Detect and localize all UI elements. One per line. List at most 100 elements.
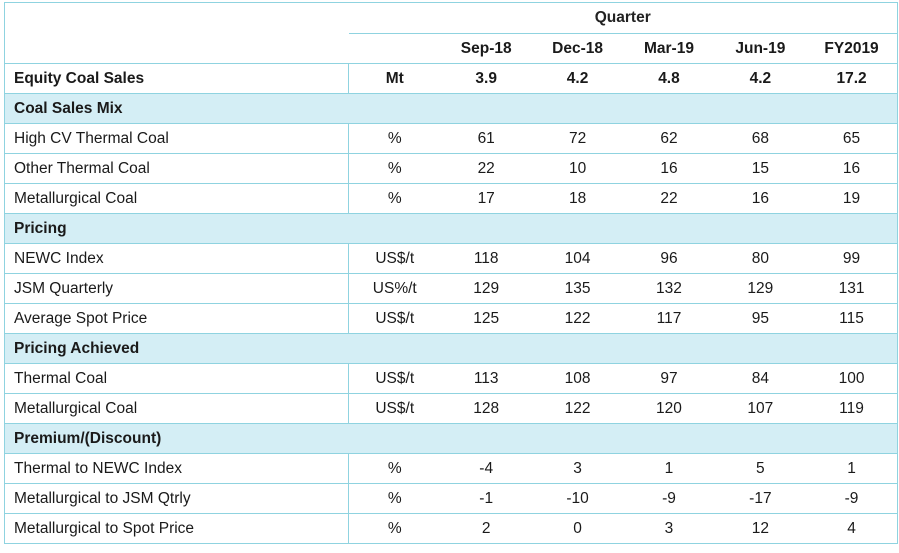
section-header-row: Coal Sales Mix — [3, 93, 899, 124]
row-value: 104 — [531, 243, 624, 274]
row-value: 97 — [623, 363, 715, 394]
section-header-row: Pricing Achieved — [3, 333, 899, 364]
row-value: 12 — [714, 513, 807, 544]
row-unit: % — [348, 513, 441, 544]
row-value: 80 — [714, 243, 807, 274]
row-value: 4.2 — [531, 63, 624, 94]
row-label: Average Spot Price — [4, 303, 349, 334]
row-value: 65 — [806, 123, 899, 154]
row-label: High CV Thermal Coal — [4, 123, 349, 154]
row-value: -4 — [440, 453, 532, 484]
row-value: 122 — [531, 303, 624, 334]
row-value: 4.8 — [623, 63, 715, 94]
row-unit: Mt — [348, 63, 441, 94]
row-unit: % — [348, 153, 441, 184]
table-row: Metallurgical to JSM Qtrly% -1 -10 -9 -17 -9 — [4, 483, 899, 514]
header-columns-row: Sep-18 Dec-18 Mar-19 Jun-19 FY2019 — [4, 33, 899, 64]
row-value: 120 — [623, 393, 715, 424]
table-row: NEWC Index US$/t 118 104 96 80 99 — [4, 243, 899, 274]
header-blank-cell — [4, 33, 349, 64]
row-value: 68 — [714, 123, 807, 154]
row-value: 135 — [531, 273, 624, 304]
table-row: Equity Coal Sales Mt 3.9 4.2 4.8 4.2 17.2 — [4, 63, 899, 94]
row-value: 115 — [806, 303, 899, 334]
row-unit: % — [348, 183, 441, 214]
row-value: 100 — [806, 363, 899, 394]
row-value: 122 — [531, 393, 624, 424]
table-row: JSM Quarterly US%/t 129 135 132 129 131 — [4, 273, 899, 304]
row-value: 118 — [440, 243, 532, 274]
row-value: 18 — [531, 183, 624, 214]
row-value: 125 — [440, 303, 532, 334]
row-unit: US$/t — [348, 303, 441, 334]
row-value: -1 — [440, 483, 532, 514]
row-value: 129 — [714, 273, 807, 304]
row-value: 119 — [806, 393, 899, 424]
row-value: -17 — [714, 483, 807, 514]
row-unit: US$/t — [348, 393, 441, 424]
row-label: Equity Coal Sales — [4, 63, 349, 94]
row-value: 99 — [806, 243, 899, 274]
table-row: Average Spot Price US$/t 125 122 117 95 115 — [4, 303, 899, 334]
table-row: High CV Thermal Coal% 61 72 62 68 65 — [4, 123, 899, 154]
table-row: Metallurgical to Spot Price% 2 0 3 12 4 — [4, 513, 899, 544]
row-label: JSM Quarterly — [4, 273, 349, 304]
section-title: Pricing Achieved — [3, 333, 899, 364]
row-value: 17 — [440, 183, 532, 214]
row-value: 15 — [714, 153, 807, 184]
row-value: 2 — [440, 513, 532, 544]
row-unit: % — [348, 123, 441, 154]
table-row: Other Thermal Coal% 22 10 16 15 16 — [4, 153, 899, 184]
row-value: 61 — [440, 123, 532, 154]
row-value: 17.2 — [806, 63, 899, 94]
row-label: NEWC Index — [4, 243, 349, 274]
row-label: Metallurgical Coal — [4, 393, 349, 424]
row-value: -9 — [806, 483, 899, 514]
row-value: 72 — [531, 123, 624, 154]
section-title: Pricing — [3, 213, 899, 244]
row-value: 10 — [531, 153, 624, 184]
header-group-row: Quarter — [4, 2, 899, 34]
row-value: -10 — [531, 483, 624, 514]
row-value: 16 — [806, 153, 899, 184]
row-value: 22 — [623, 183, 715, 214]
table-row: Thermal to NEWC Index% -4 3 1 5 1 — [4, 453, 899, 484]
row-value: 129 — [440, 273, 532, 304]
row-label: Metallurgical Coal — [4, 183, 349, 214]
row-value: 1 — [623, 453, 715, 484]
row-label: Thermal to NEWC Index — [4, 453, 349, 484]
header-blank-cell — [4, 2, 349, 34]
table-row: Metallurgical Coal US$/t 128 122 120 107 119 — [4, 393, 899, 424]
row-value: 0 — [531, 513, 624, 544]
table-row: Metallurgical Coal% 17 18 22 16 19 — [4, 183, 899, 214]
coal-sales-table: Quarter Sep-18 Dec-18 Mar-19 Jun-19 FY20… — [3, 2, 899, 544]
row-value: 132 — [623, 273, 715, 304]
row-label: Metallurgical to JSM Qtrly — [4, 483, 349, 514]
row-value: 128 — [440, 393, 532, 424]
row-value: 3 — [531, 453, 624, 484]
row-value: 113 — [440, 363, 532, 394]
column-header: Jun-19 — [714, 33, 807, 64]
section-header-row: Premium/(Discount) — [3, 423, 899, 454]
row-value: 3 — [623, 513, 715, 544]
row-value: 16 — [623, 153, 715, 184]
row-value: 19 — [806, 183, 899, 214]
section-title: Coal Sales Mix — [3, 93, 899, 124]
row-value: 62 — [623, 123, 715, 154]
row-value: 96 — [623, 243, 715, 274]
coal-sales-table-container: Quarter Sep-18 Dec-18 Mar-19 Jun-19 FY20… — [3, 2, 899, 544]
row-value: 107 — [714, 393, 807, 424]
row-label: Metallurgical to Spot Price — [4, 513, 349, 544]
row-value: 117 — [623, 303, 715, 334]
section-title: Premium/(Discount) — [3, 423, 899, 454]
row-value: 108 — [531, 363, 624, 394]
header-unit-cell — [348, 33, 441, 64]
row-value: 95 — [714, 303, 807, 334]
row-value: 131 — [806, 273, 899, 304]
row-value: 1 — [806, 453, 899, 484]
section-header-row: Pricing — [3, 213, 899, 244]
row-unit: % — [348, 483, 441, 514]
row-unit: US$/t — [348, 243, 441, 274]
row-unit: US%/t — [348, 273, 441, 304]
row-unit: % — [348, 453, 441, 484]
